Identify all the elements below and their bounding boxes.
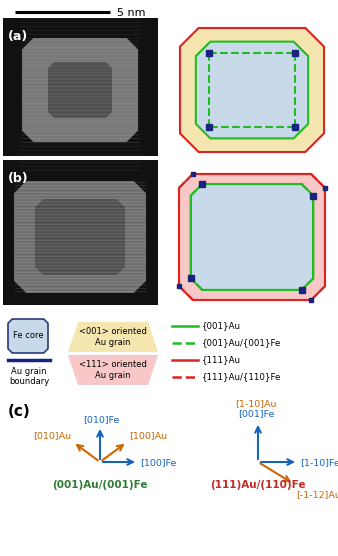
Polygon shape xyxy=(68,322,158,352)
Text: [-1-12]Au: [-1-12]Au xyxy=(296,490,338,499)
Polygon shape xyxy=(48,62,112,118)
Polygon shape xyxy=(14,181,146,293)
Text: [010]Au: [010]Au xyxy=(33,431,71,440)
Text: {111}Au/{110}Fe: {111}Au/{110}Fe xyxy=(202,373,281,381)
Text: [1-10]Au: [1-10]Au xyxy=(235,399,277,408)
Text: Fe core: Fe core xyxy=(13,331,43,340)
Text: [1-10]Fe: [1-10]Fe xyxy=(300,459,338,468)
Text: {111}Au: {111}Au xyxy=(202,355,241,365)
Text: (a): (a) xyxy=(8,30,28,43)
Polygon shape xyxy=(68,355,158,385)
Polygon shape xyxy=(196,42,308,138)
Polygon shape xyxy=(35,199,125,275)
Text: Au grain
boundary: Au grain boundary xyxy=(9,367,49,386)
Polygon shape xyxy=(179,174,325,300)
Polygon shape xyxy=(8,319,48,353)
Text: {001}Au: {001}Au xyxy=(202,321,241,330)
Text: {001}Au/{001}Fe: {001}Au/{001}Fe xyxy=(202,339,281,348)
Text: [100]Au: [100]Au xyxy=(129,431,167,440)
Polygon shape xyxy=(191,184,313,290)
Text: 5 nm: 5 nm xyxy=(117,8,145,18)
Text: [010]Fe: [010]Fe xyxy=(83,415,119,424)
Polygon shape xyxy=(22,38,138,142)
Text: <111> oriented
Au grain: <111> oriented Au grain xyxy=(79,360,147,380)
Text: [001]Fe: [001]Fe xyxy=(238,409,274,418)
Text: (111)Au/(110)Fe: (111)Au/(110)Fe xyxy=(210,480,306,490)
Bar xyxy=(3,18,158,156)
Text: <001> oriented
Au grain: <001> oriented Au grain xyxy=(79,327,147,347)
Text: (c): (c) xyxy=(8,404,31,419)
Polygon shape xyxy=(180,28,324,152)
Bar xyxy=(3,160,158,305)
Text: (001)Au/(001)Fe: (001)Au/(001)Fe xyxy=(52,480,148,490)
Text: (b): (b) xyxy=(8,172,29,185)
Text: [100]Fe: [100]Fe xyxy=(140,459,176,468)
